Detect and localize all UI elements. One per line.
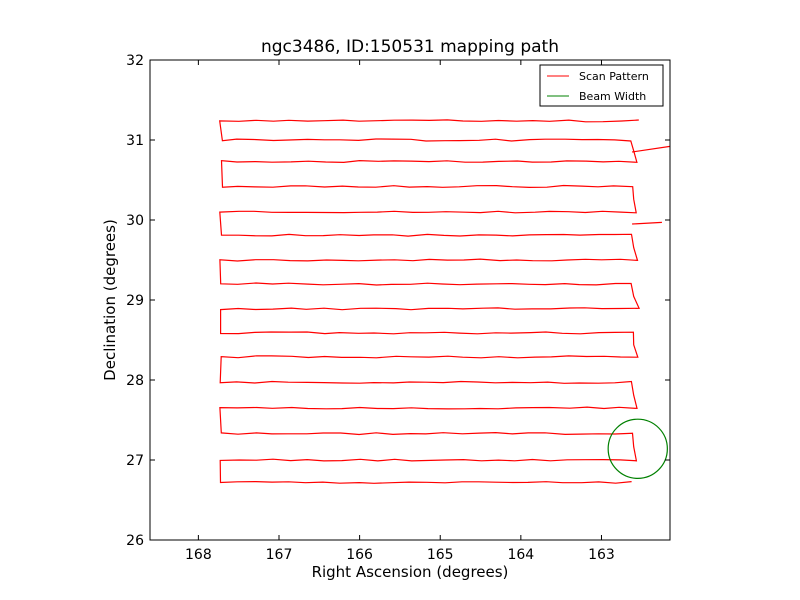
plot-area [150,60,670,540]
x-tick-label: 167 [266,547,293,563]
y-tick-label: 32 [126,53,144,69]
y-tick-label: 30 [126,213,144,229]
y-tick-label: 26 [126,533,144,549]
x-tick-label: 166 [346,547,373,563]
legend-label-scan-pattern: Scan Pattern [579,70,649,83]
legend-label-beam-width: Beam Width [579,90,646,103]
x-tick-label: 168 [185,547,212,563]
y-axis-label: Declination (degrees) [101,219,119,381]
y-tick-label: 29 [126,293,144,309]
chart-title: ngc3486, ID:150531 mapping path [261,37,559,57]
y-tick-label: 28 [126,373,144,389]
x-tick-label: 163 [588,547,615,563]
y-tick-label: 31 [126,133,144,149]
x-axis-label: Right Ascension (degrees) [312,563,509,581]
beam-width-circle [607,418,668,479]
legend: Scan Pattern Beam Width [539,64,664,107]
scan-excursion-line [632,221,662,225]
scan-excursion-line [632,145,670,153]
scan-pattern-line [219,119,641,484]
x-tick-label: 164 [507,547,534,563]
legend-box [539,64,664,107]
y-tick-label: 27 [126,453,144,469]
x-tick-label: 165 [427,547,454,563]
